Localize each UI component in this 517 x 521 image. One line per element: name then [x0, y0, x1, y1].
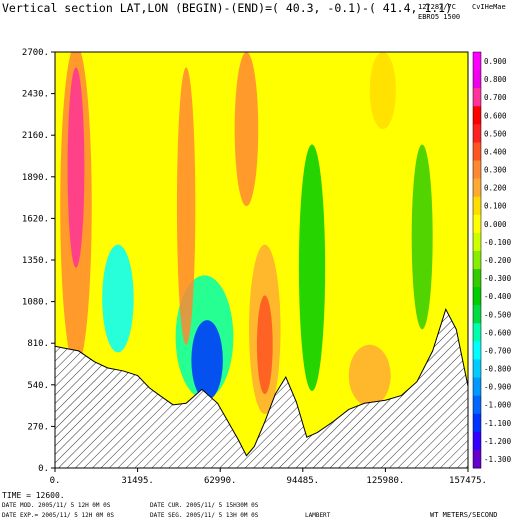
- colorbar-frame: [472, 51, 482, 469]
- projection: LAMBERT: [305, 512, 331, 519]
- colorbar-swatch: [473, 359, 481, 379]
- colorbar-label: -0.700: [484, 346, 512, 355]
- colorbar-swatch: [473, 269, 481, 288]
- y-tick-label: 2430.: [22, 90, 49, 100]
- x-tick-label: 62990.: [204, 476, 237, 486]
- colorbar-swatch: [473, 124, 481, 143]
- y-tick-label: 1080.: [22, 298, 49, 308]
- x-tick-label: 31495.: [121, 476, 154, 486]
- corner-mark: CvIHeMae: [472, 3, 506, 11]
- y-tick-label: 270.: [27, 422, 49, 432]
- colorbar-swatch: [473, 395, 481, 415]
- colorbar-swatch: [473, 287, 481, 306]
- date-mod: DATE MOD. 2005/11/ 5 12H 0M 0S: [2, 502, 111, 509]
- colorbar-swatch: [473, 341, 481, 360]
- time-line: TIME = 12600.: [2, 491, 65, 500]
- colorbar-swatch: [473, 214, 481, 234]
- colorbar-label: 0.900: [484, 57, 507, 66]
- colorbar-swatch: [473, 106, 481, 125]
- colorbar-swatch: [473, 250, 481, 270]
- colorbar-label: -0.300: [484, 274, 512, 283]
- field-downdraft-far-east: [411, 144, 433, 330]
- colorbar-swatch: [473, 449, 481, 469]
- plot-area: [55, 52, 468, 468]
- colorbar-label: 0.800: [484, 75, 507, 84]
- field-updraft-far-east-top: [369, 52, 396, 130]
- colorbar-label: -0.900: [484, 383, 512, 392]
- colorbar-swatch: [473, 232, 481, 252]
- colorbar-label: -0.600: [484, 328, 512, 337]
- colorbar-label: -0.100: [484, 238, 512, 247]
- field-features: [60, 52, 433, 415]
- x-tick-label: 0.: [50, 476, 61, 486]
- colorbar-label: 0.200: [484, 184, 507, 193]
- colorbar-label: 0.100: [484, 202, 507, 211]
- colorbar-swatch: [473, 377, 481, 397]
- colorbar-swatch: [473, 178, 481, 198]
- colorbar-label: -0.800: [484, 365, 512, 374]
- y-tick-label: 540.: [27, 381, 49, 391]
- colorbar-label: -0.200: [484, 256, 512, 265]
- field-updraft-center-top: [234, 52, 259, 207]
- x-tick-label: 125980.: [366, 476, 404, 486]
- colorbar-swatch: [473, 305, 481, 324]
- x-axis: 0. 31495. 62990. 94485. 125980. 157475.: [50, 468, 487, 486]
- colorbar-swatch: [473, 431, 481, 451]
- colorbar-swatch: [473, 196, 481, 216]
- chart-title: Vertical section LAT,LON (BEGIN)-(END)=(…: [2, 1, 452, 15]
- colorbar-label: 0.500: [484, 129, 507, 138]
- y-axis: 0. 270. 540. 810. 1080. 1350. 1620. 1890. 2160. 2…: [22, 48, 55, 474]
- field-downdraft-center-low: [191, 320, 223, 401]
- run-label: EBRO5 1500: [418, 13, 460, 21]
- date-seg: DATE SEG. 2005/11/ 5 13H 0M 0S: [150, 512, 259, 519]
- colorbar-swatch: [473, 88, 481, 107]
- y-tick-label: 2700.: [22, 48, 49, 58]
- colorbar-label: 0.700: [484, 93, 507, 102]
- colorbar-label: 0.400: [484, 147, 507, 156]
- colorbar-label: -0.400: [484, 292, 512, 301]
- field-updraft-east-low: [348, 344, 391, 407]
- date-cur: DATE CUR. 2005/11/ 5 15H30M 0S: [150, 502, 259, 509]
- colorbar-label: -1.000: [484, 401, 512, 410]
- y-tick-label: 2160.: [22, 131, 49, 141]
- variable-unit: WT METERS/SECOND: [430, 511, 497, 519]
- colorbar-swatch: [473, 413, 481, 433]
- date-code: 12/28//7C: [418, 3, 456, 11]
- colorbar-label: -1.100: [484, 419, 512, 428]
- field-updraft-core-east: [256, 295, 273, 395]
- field-downdraft-west-low: [102, 244, 134, 353]
- colorbar-label: 0.300: [484, 166, 507, 175]
- x-tick-label: 157475.: [449, 476, 487, 486]
- terrain-hatched: [55, 308, 468, 468]
- y-tick-label: 1890.: [22, 173, 49, 183]
- colorbar: 0.900 0.800 0.700 0.600 0.500 0.400 0.300 0.200…: [472, 51, 512, 469]
- colorbar-swatch: [473, 160, 481, 180]
- y-tick-label: 0.: [38, 464, 49, 474]
- colorbar-label: -0.500: [484, 310, 512, 319]
- colorbar-swatch: [473, 52, 481, 71]
- y-tick-label: 1620.: [22, 214, 49, 224]
- colorbar-swatch: [473, 323, 481, 342]
- x-tick-label: 94485.: [287, 476, 320, 486]
- colorbar-label: -1.300: [484, 455, 512, 464]
- y-tick-label: 810.: [27, 339, 49, 349]
- field-updraft-center-column: [176, 67, 196, 345]
- colorbar-label: 0.000: [484, 220, 507, 229]
- field-downdraft-east-mid: [298, 144, 326, 391]
- y-tick-label: 1350.: [22, 256, 49, 266]
- colorbar-label: 0.600: [484, 111, 507, 120]
- colorbar-swatch: [473, 70, 481, 89]
- colorbar-swatch: [473, 142, 481, 162]
- date-exp: DATE EXP.= 2005/11/ 5 12H 0M 0S: [2, 512, 114, 519]
- colorbar-label: -1.200: [484, 437, 512, 446]
- field-updraft-core-west: [67, 67, 85, 268]
